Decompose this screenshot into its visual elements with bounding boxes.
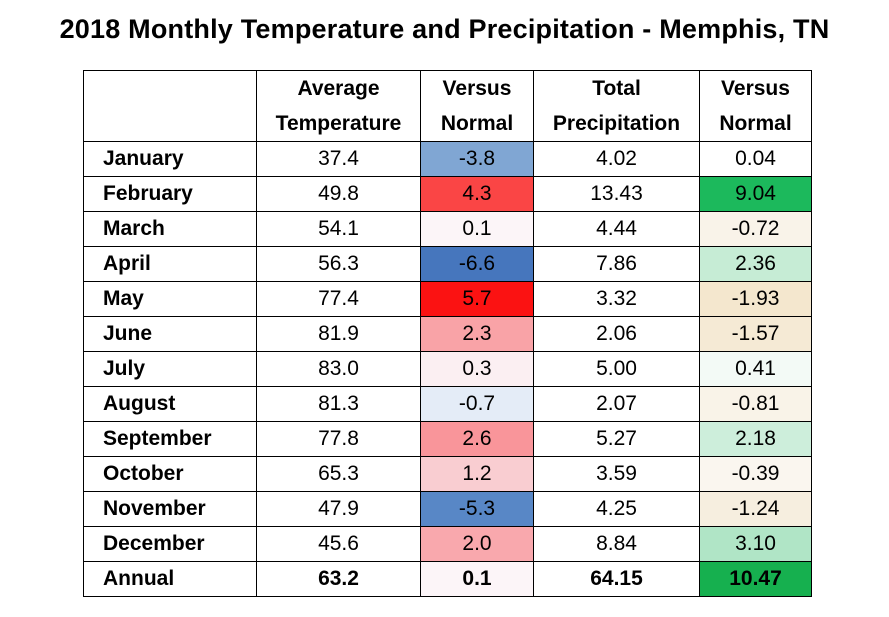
total-precipitation-cell: 2.07 [533, 386, 700, 422]
month-cell: May [83, 281, 257, 317]
temp-versus-normal-cell: 2.3 [420, 316, 534, 352]
precip-versus-normal-cell: 2.36 [699, 246, 812, 282]
temp-versus-normal-cell: -6.6 [420, 246, 534, 282]
avg-temperature-cell: 56.3 [256, 246, 421, 282]
weather-table: Average Temperature Versus Normal Total … [83, 70, 812, 597]
table-row: April 56.3 -6.6 7.86 2.36 [83, 246, 812, 282]
header-precip-versus-normal: Versus Normal [699, 70, 812, 142]
precip-versus-normal-cell: -1.57 [699, 316, 812, 352]
total-precipitation-cell: 4.02 [533, 141, 700, 177]
total-precipitation-cell: 4.25 [533, 491, 700, 527]
total-precipitation-cell: 64.15 [533, 561, 700, 597]
avg-temperature-cell: 81.3 [256, 386, 421, 422]
table-row: January 37.4 -3.8 4.02 0.04 [83, 141, 812, 177]
header-avg-temperature: Average Temperature [256, 70, 421, 142]
precip-versus-normal-cell: -1.24 [699, 491, 812, 527]
header-row: Average Temperature Versus Normal Total … [83, 70, 812, 142]
avg-temperature-cell: 81.9 [256, 316, 421, 352]
avg-temperature-cell: 77.8 [256, 421, 421, 457]
avg-temperature-cell: 65.3 [256, 456, 421, 492]
table-row: October 65.3 1.2 3.59 -0.39 [83, 456, 812, 492]
temp-versus-normal-cell: 0.1 [420, 561, 534, 597]
header-total-precipitation: Total Precipitation [533, 70, 700, 142]
precip-versus-normal-cell: 0.04 [699, 141, 812, 177]
month-cell: August [83, 386, 257, 422]
month-cell: July [83, 351, 257, 387]
total-precipitation-cell: 2.06 [533, 316, 700, 352]
avg-temperature-cell: 45.6 [256, 526, 421, 562]
total-precipitation-cell: 5.27 [533, 421, 700, 457]
temp-versus-normal-cell: -5.3 [420, 491, 534, 527]
month-cell: Annual [83, 561, 257, 597]
table-row: March 54.1 0.1 4.44 -0.72 [83, 211, 812, 247]
table-row: December 45.6 2.0 8.84 3.10 [83, 526, 812, 562]
table-row: February 49.8 4.3 13.43 9.04 [83, 176, 812, 212]
total-precipitation-cell: 5.00 [533, 351, 700, 387]
precip-versus-normal-cell: -0.72 [699, 211, 812, 247]
total-precipitation-cell: 4.44 [533, 211, 700, 247]
temp-versus-normal-cell: 5.7 [420, 281, 534, 317]
avg-temperature-cell: 77.4 [256, 281, 421, 317]
header-month [83, 70, 257, 142]
month-cell: February [83, 176, 257, 212]
avg-temperature-cell: 37.4 [256, 141, 421, 177]
precip-versus-normal-cell: 0.41 [699, 351, 812, 387]
temp-versus-normal-cell: 0.3 [420, 351, 534, 387]
temp-versus-normal-cell: 2.6 [420, 421, 534, 457]
precip-versus-normal-cell: -1.93 [699, 281, 812, 317]
temp-versus-normal-cell: 2.0 [420, 526, 534, 562]
page-title: 2018 Monthly Temperature and Precipitati… [59, 14, 830, 44]
total-precipitation-cell: 7.86 [533, 246, 700, 282]
month-cell: January [83, 141, 257, 177]
avg-temperature-cell: 63.2 [256, 561, 421, 597]
avg-temperature-cell: 47.9 [256, 491, 421, 527]
table-row: November 47.9 -5.3 4.25 -1.24 [83, 491, 812, 527]
table-row: June 81.9 2.3 2.06 -1.57 [83, 316, 812, 352]
temp-versus-normal-cell: -0.7 [420, 386, 534, 422]
annual-row: Annual 63.2 0.1 64.15 10.47 [83, 561, 812, 597]
month-cell: September [83, 421, 257, 457]
precip-versus-normal-cell: 2.18 [699, 421, 812, 457]
table-row: May 77.4 5.7 3.32 -1.93 [83, 281, 812, 317]
month-cell: October [83, 456, 257, 492]
table-row: September 77.8 2.6 5.27 2.18 [83, 421, 812, 457]
precip-versus-normal-cell: 3.10 [699, 526, 812, 562]
month-cell: June [83, 316, 257, 352]
precip-versus-normal-cell: -0.81 [699, 386, 812, 422]
temp-versus-normal-cell: 0.1 [420, 211, 534, 247]
precip-versus-normal-cell: 10.47 [699, 561, 812, 597]
table-row: August 81.3 -0.7 2.07 -0.81 [83, 386, 812, 422]
temp-versus-normal-cell: -3.8 [420, 141, 534, 177]
table-row: July 83.0 0.3 5.00 0.41 [83, 351, 812, 387]
total-precipitation-cell: 13.43 [533, 176, 700, 212]
avg-temperature-cell: 83.0 [256, 351, 421, 387]
temp-versus-normal-cell: 4.3 [420, 176, 534, 212]
month-cell: December [83, 526, 257, 562]
temp-versus-normal-cell: 1.2 [420, 456, 534, 492]
precip-versus-normal-cell: -0.39 [699, 456, 812, 492]
total-precipitation-cell: 8.84 [533, 526, 700, 562]
header-temp-versus-normal: Versus Normal [420, 70, 534, 142]
total-precipitation-cell: 3.59 [533, 456, 700, 492]
avg-temperature-cell: 49.8 [256, 176, 421, 212]
month-cell: April [83, 246, 257, 282]
month-cell: March [83, 211, 257, 247]
precip-versus-normal-cell: 9.04 [699, 176, 812, 212]
avg-temperature-cell: 54.1 [256, 211, 421, 247]
total-precipitation-cell: 3.32 [533, 281, 700, 317]
month-cell: November [83, 491, 257, 527]
